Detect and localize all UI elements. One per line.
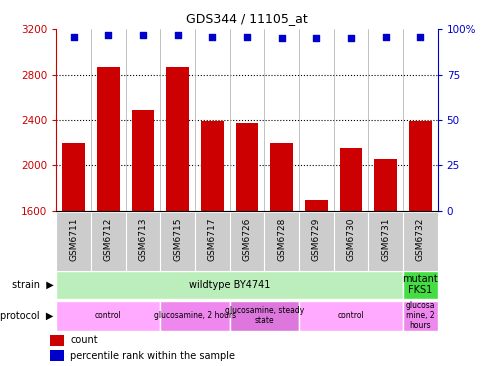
Bar [201, 121, 223, 211]
Bar [50, 350, 63, 361]
Text: GSM6726: GSM6726 [242, 217, 251, 261]
Point [69, 34, 77, 40]
Bar [298, 300, 402, 330]
Text: GSM6728: GSM6728 [277, 217, 285, 261]
Point [104, 32, 112, 38]
Text: control: control [95, 311, 122, 320]
Point [208, 34, 216, 40]
Text: glucosa
mine, 2
hours: glucosa mine, 2 hours [405, 300, 434, 330]
Bar [229, 300, 298, 330]
Text: control: control [337, 311, 364, 320]
Bar [97, 67, 119, 211]
Text: protocol  ▶: protocol ▶ [0, 310, 54, 321]
Text: GSM6729: GSM6729 [311, 217, 320, 261]
Point [277, 36, 285, 41]
Text: GSM6730: GSM6730 [346, 217, 355, 261]
Text: GSM6715: GSM6715 [173, 217, 182, 261]
Point [416, 34, 424, 40]
Point [139, 32, 146, 38]
Text: GSM6732: GSM6732 [415, 217, 424, 261]
Bar [270, 143, 292, 211]
Bar [56, 300, 160, 330]
Bar [305, 199, 327, 211]
Title: GDS344 / 11105_at: GDS344 / 11105_at [186, 12, 307, 25]
Text: count: count [70, 335, 98, 345]
Bar [402, 271, 437, 299]
Bar [402, 300, 437, 330]
Text: glucosamine, steady
state: glucosamine, steady state [224, 306, 303, 325]
Text: mutant
FKS1: mutant FKS1 [402, 274, 437, 295]
Point [381, 34, 389, 40]
Bar [50, 335, 63, 346]
Text: GSM6711: GSM6711 [69, 217, 78, 261]
Text: GSM6713: GSM6713 [138, 217, 147, 261]
Text: GSM6717: GSM6717 [207, 217, 216, 261]
Bar [160, 300, 229, 330]
Bar [131, 110, 154, 211]
Text: glucosamine, 2 hours: glucosamine, 2 hours [154, 311, 236, 320]
Bar [374, 158, 396, 211]
Point [173, 32, 181, 38]
Point [312, 36, 320, 41]
Text: strain  ▶: strain ▶ [12, 280, 54, 290]
Text: wildtype BY4741: wildtype BY4741 [188, 280, 270, 290]
Bar [408, 121, 431, 211]
Point [346, 36, 354, 41]
Text: percentile rank within the sample: percentile rank within the sample [70, 351, 235, 361]
Bar [62, 143, 85, 211]
Bar [235, 123, 258, 211]
Point [243, 34, 250, 40]
Text: GSM6731: GSM6731 [380, 217, 389, 261]
Text: GSM6712: GSM6712 [103, 217, 113, 261]
Bar [339, 149, 362, 211]
Bar [166, 67, 188, 211]
